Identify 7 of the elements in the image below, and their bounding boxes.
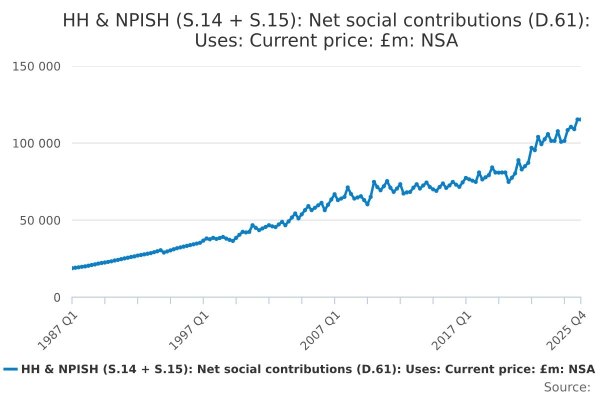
chart-title: HH & NPISH (S.14 + S.15): Net social contributions (D.61): Uses: Current price: £m: NSA	[64, 12, 588, 50]
y-tick-label: 100 000	[13, 138, 60, 148]
y-tick-label: 0	[54, 292, 60, 302]
legend-label: HH & NPISH (S.14 + S.15): Net social contributions (D.61): Uses: Current price: £m: NSA	[22, 364, 596, 376]
y-tick-label: 150 000	[13, 62, 60, 71]
y-tick-label: 50 000	[20, 216, 60, 225]
source-note: Source:	[544, 382, 590, 392]
